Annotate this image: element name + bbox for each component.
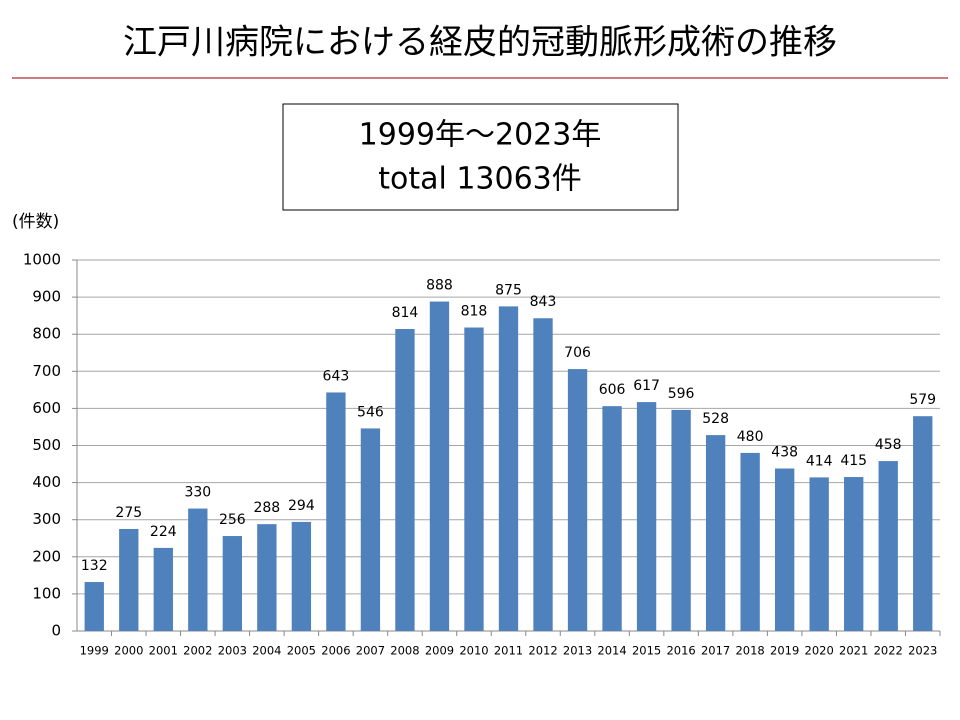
y-tick-label: 700 (32, 362, 61, 380)
x-tick-label: 2001 (149, 644, 178, 658)
x-tick-label: 2012 (528, 644, 557, 658)
bar (188, 508, 208, 631)
x-tick-label: 2022 (874, 644, 903, 658)
data-label: 818 (461, 304, 488, 320)
x-tick-label: 2002 (183, 644, 212, 658)
y-tick-label: 400 (32, 473, 61, 491)
data-label: 288 (253, 500, 280, 516)
bar (878, 461, 898, 631)
x-tick-label: 2017 (701, 644, 730, 658)
bar (809, 477, 829, 631)
x-tick-label: 1999 (80, 644, 109, 658)
bar (222, 536, 243, 631)
x-tick-label: 2000 (114, 644, 143, 658)
bar (774, 468, 795, 631)
bar (395, 329, 415, 631)
x-tick-label: 2005 (287, 644, 316, 658)
y-tick-label: 0 (51, 622, 61, 640)
x-tick-label: 2019 (770, 644, 799, 658)
data-label: 330 (184, 485, 211, 501)
x-tick-label: 2014 (597, 644, 626, 658)
data-label: 256 (219, 512, 246, 528)
data-label: 224 (150, 524, 177, 540)
bar (429, 301, 450, 631)
data-label: 888 (426, 278, 453, 294)
y-tick-label: 800 (32, 325, 61, 343)
bar (119, 528, 139, 631)
data-label: 596 (668, 386, 695, 402)
x-tick-label: 2016 (666, 644, 695, 658)
bar (913, 416, 933, 631)
data-label: 294 (288, 498, 315, 514)
data-label: 132 (81, 558, 108, 574)
bar (326, 392, 346, 631)
x-tick-label: 2010 (459, 644, 488, 658)
data-label: 546 (357, 404, 384, 420)
x-tick-label: 2020 (805, 644, 834, 658)
y-tick-label: 600 (32, 399, 61, 417)
y-tick-label: 100 (32, 584, 61, 602)
data-label: 414 (806, 453, 833, 469)
bar (498, 306, 519, 631)
data-label: 458 (875, 437, 902, 453)
bar (740, 452, 760, 631)
bar (257, 524, 277, 631)
x-tick-label: 2013 (563, 644, 592, 658)
data-label: 706 (564, 345, 591, 361)
bar (844, 477, 864, 631)
bar (360, 428, 381, 631)
x-tick-label: 2003 (218, 644, 247, 658)
x-tick-label: 2015 (632, 644, 661, 658)
data-label: 438 (771, 445, 798, 461)
x-tick-label: 2009 (425, 644, 454, 658)
y-tick-label: 500 (32, 436, 61, 454)
data-label: 617 (633, 378, 660, 394)
data-label: 579 (909, 392, 936, 408)
data-label: 814 (392, 305, 419, 321)
x-tick-label: 2006 (321, 644, 350, 658)
x-tick-label: 2004 (252, 644, 281, 658)
y-axis-label: (件数) (12, 212, 59, 232)
total-text: total 13063件 (378, 162, 582, 197)
data-label: 875 (495, 282, 522, 298)
bar (533, 318, 553, 631)
y-tick-label: 1000 (23, 251, 61, 269)
x-tick-label: 2018 (735, 644, 764, 658)
data-label: 415 (840, 453, 867, 469)
bar (464, 327, 484, 631)
summary-box (282, 103, 679, 211)
slide-title: 江戸川病院における経皮的冠動脈形成術の推移 (123, 23, 837, 63)
x-tick-label: 2008 (390, 644, 419, 658)
data-label: 528 (702, 411, 729, 427)
data-label: 843 (530, 294, 557, 310)
bar (567, 369, 588, 631)
x-tick-label: 2021 (839, 644, 868, 658)
data-label: 643 (323, 368, 350, 384)
data-label: 480 (737, 429, 764, 445)
x-tick-label: 2011 (494, 644, 523, 658)
y-tick-label: 900 (32, 288, 61, 306)
data-label: 606 (599, 382, 626, 398)
bar (705, 435, 726, 631)
data-label: 275 (115, 505, 142, 521)
bar (84, 582, 104, 631)
bar (153, 547, 173, 631)
period-text: 1999年～2023年 (359, 118, 602, 153)
y-tick-label: 300 (32, 510, 61, 528)
y-tick-label: 200 (32, 547, 61, 565)
x-tick-label: 2023 (908, 644, 937, 658)
bar (671, 409, 691, 631)
x-tick-label: 2007 (356, 644, 385, 658)
bar (291, 521, 312, 631)
bar (636, 402, 657, 631)
bar (602, 406, 622, 631)
